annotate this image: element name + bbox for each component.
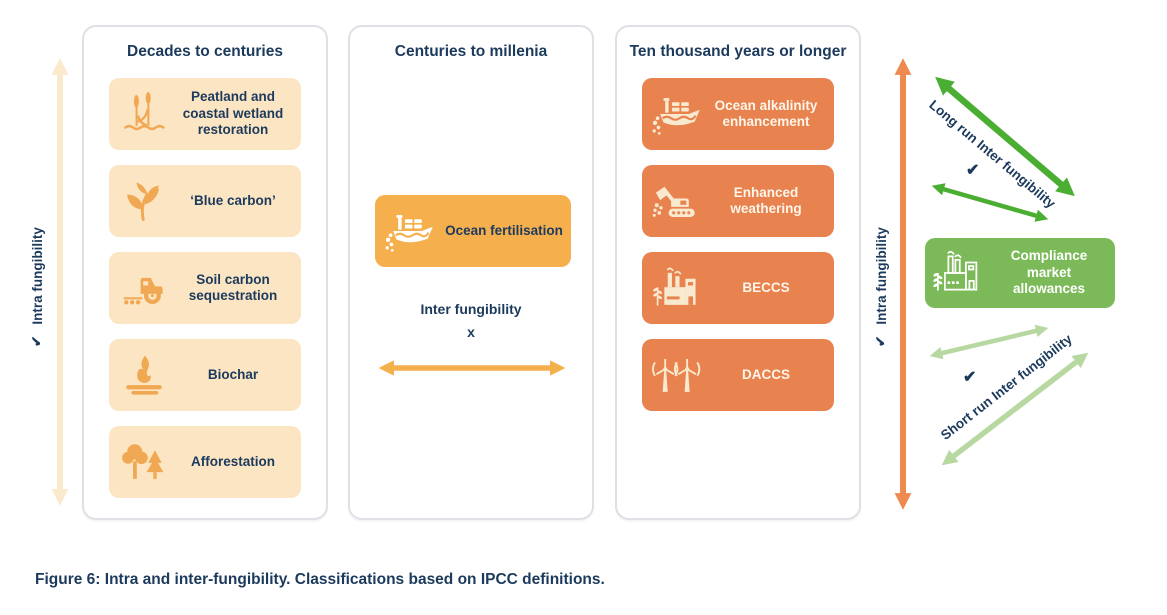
intra-fungibility-arrow-right [894, 58, 912, 510]
figure-caption: Figure 6: Intra and inter-fungibility. C… [35, 571, 605, 589]
compliance-market-allowances-card: Compliance market allowances [925, 238, 1115, 308]
daccs-fans-icon [652, 358, 701, 392]
panel-title-centuries: Centuries to millenia [394, 43, 548, 60]
method-label: ‘Blue carbon’ [190, 192, 276, 208]
afforestation-trees-icon [122, 444, 164, 479]
check-icon: ✔ [29, 335, 44, 347]
excavator-icon [652, 186, 695, 218]
timescale-panel-ten-thousand: Ten thousand years or longer [615, 25, 861, 520]
enhanced-weathering-card: Enhanced weathering [642, 165, 834, 237]
intra-fungibility-label-left: Intra fungibility [29, 227, 45, 325]
long-run-arrow-short [931, 183, 1049, 222]
method-label: BECCS [742, 279, 790, 295]
method-label: Soil carbon sequestration [188, 271, 278, 303]
beccs-card: BECCS [642, 252, 834, 324]
method-card-list: Peatland and coastal wetland restoration… [84, 61, 326, 498]
ship-icon [385, 214, 433, 252]
short-run-arrow-lower [941, 352, 1089, 466]
method-label: Ocean alkalinity enhancement [714, 97, 818, 129]
intra-fungibility-axis-left: ✔ Intra fungibility [22, 92, 52, 482]
method-label: Afforestation [191, 453, 275, 469]
peatland-icon [124, 92, 165, 131]
method-label: Peatland and coastal wetland restoration [182, 89, 284, 138]
compliance-factory-icon [933, 250, 978, 291]
biochar-card: Biochar [109, 339, 301, 411]
factory-icon [653, 267, 696, 306]
daccs-card: DACCS [642, 339, 834, 411]
short-run-arrow-upper [929, 324, 1049, 360]
intra-fungibility-label-right: Intra fungibility [873, 227, 889, 325]
blue-carbon-icon [127, 182, 160, 222]
intra-fungibility-arrow-left [51, 58, 69, 506]
peatland-card: Peatland and coastal wetland restoration [109, 78, 301, 150]
timescale-panel-decades: Decades to centuries Peatland and coasta… [82, 25, 328, 520]
caption-prefix: Figure 6: [35, 571, 101, 588]
method-card-list: Ocean alkalinity enhancement [617, 61, 859, 411]
panel-title-decades: Decades to centuries [127, 43, 283, 60]
ocean-alkalinity-card: Ocean alkalinity enhancement [642, 78, 834, 150]
ship-icon [652, 97, 700, 135]
inter-fungibility-arrow [378, 360, 566, 376]
inter-fungibility-x-mark: x [467, 324, 475, 340]
inter-fungibility-label: Inter fungibility [420, 301, 522, 317]
method-label: Ocean fertilisation [445, 222, 563, 238]
method-label: DACCS [741, 366, 790, 382]
soil-carbon-card: Soil carbon sequestration [109, 252, 301, 324]
intra-fungibility-axis-right: ✔ Intra fungibility [866, 92, 896, 482]
method-label: Biochar [207, 366, 259, 382]
check-icon: ✔ [873, 335, 888, 347]
caption-text: Intra and inter-fungibility. Classificat… [100, 571, 605, 588]
check-icon: ✔ [966, 162, 980, 179]
timescale-panel-centuries: Centuries to millenia [348, 25, 594, 520]
tractor-icon [123, 277, 163, 305]
ocean-fertilisation-card: Ocean fertilisation [375, 195, 571, 267]
method-label: Enhanced weathering [730, 184, 802, 216]
compliance-label: Compliance market allowances [1010, 248, 1088, 297]
blue-carbon-card: ‘Blue carbon’ [109, 165, 301, 237]
panel-title-ten-thousand: Ten thousand years or longer [629, 43, 847, 60]
long-run-arrow [935, 76, 1075, 197]
afforestation-card: Afforestation [109, 426, 301, 498]
biochar-flame-icon [126, 355, 162, 395]
